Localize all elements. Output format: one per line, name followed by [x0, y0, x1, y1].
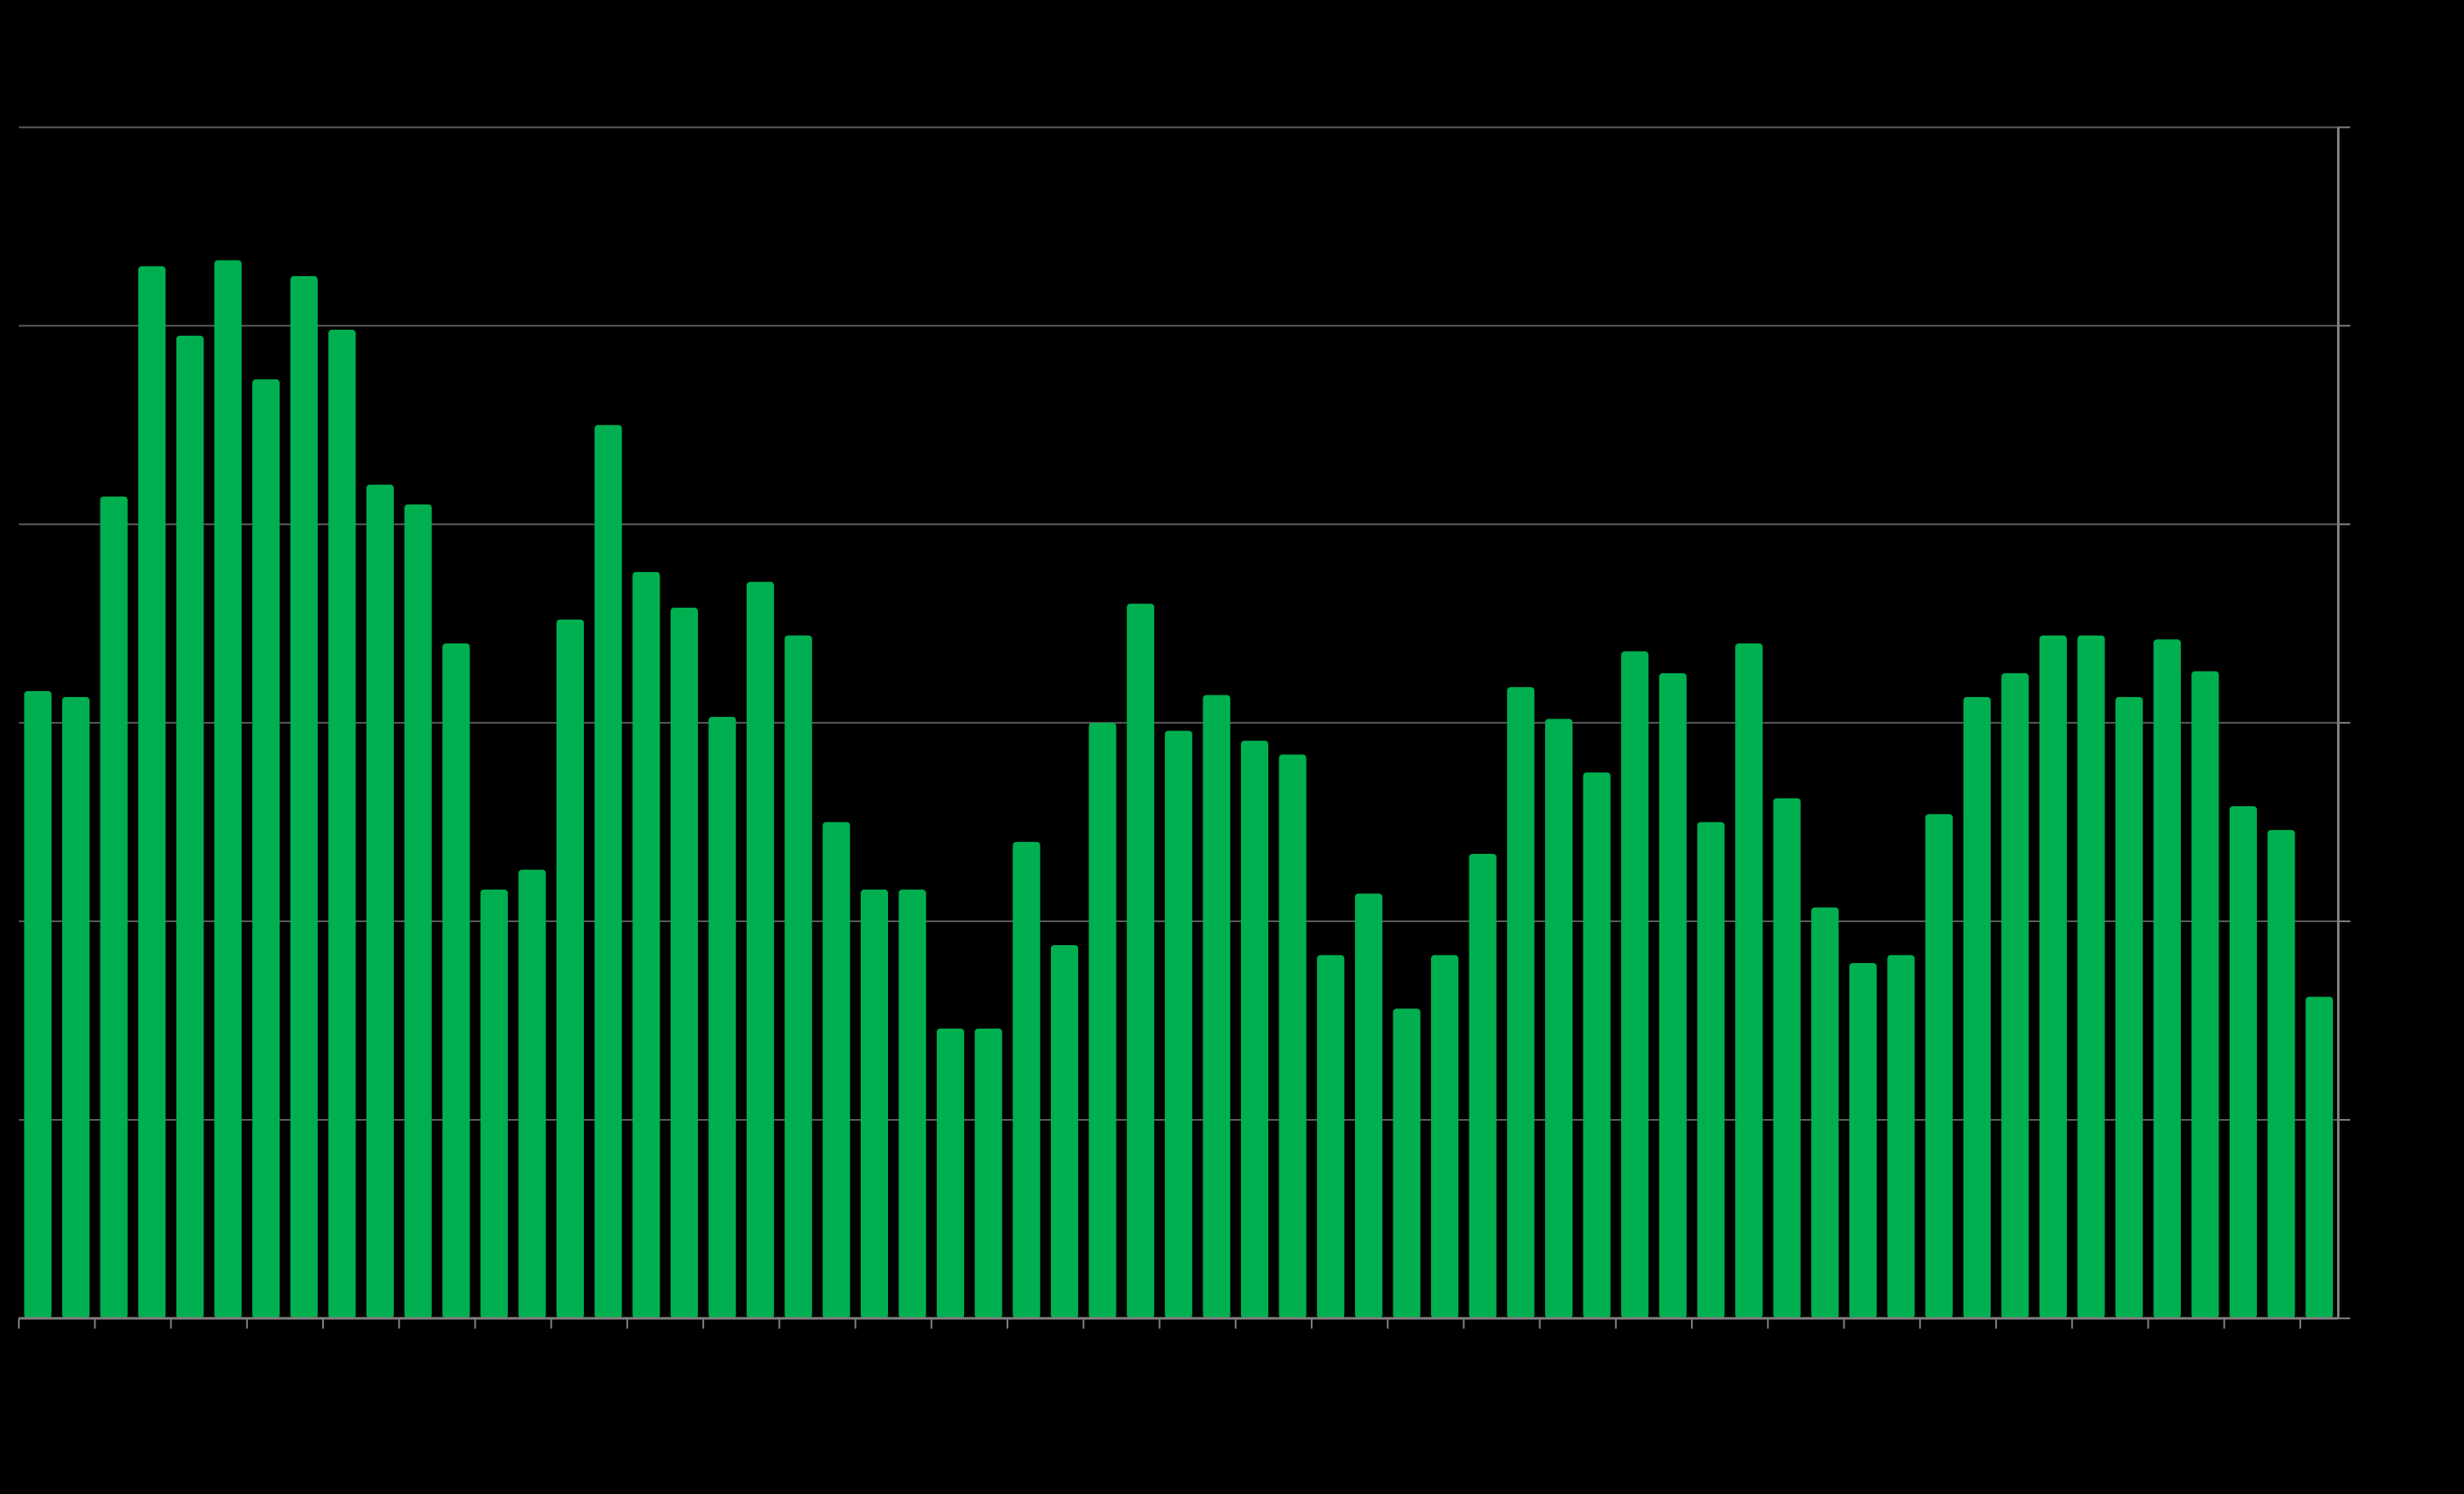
bar	[366, 484, 395, 1318]
bar	[937, 1028, 965, 1318]
bar	[252, 379, 280, 1318]
bar	[1240, 741, 1269, 1318]
bar	[1203, 695, 1231, 1318]
bar	[24, 690, 52, 1318]
bar	[747, 581, 775, 1318]
bar	[1963, 696, 1991, 1318]
bar	[1050, 945, 1079, 1318]
bar	[2077, 635, 2105, 1318]
bar	[974, 1028, 1002, 1318]
bar	[1659, 672, 1687, 1318]
bar	[2191, 671, 2219, 1318]
bar	[1278, 754, 1307, 1318]
bar	[404, 504, 432, 1318]
bar	[1317, 955, 1345, 1318]
bar	[1925, 814, 1953, 1318]
bar	[822, 822, 851, 1318]
bar	[2039, 635, 2067, 1318]
bar	[1013, 841, 1041, 1318]
bar	[2267, 829, 2295, 1318]
bar	[784, 635, 812, 1318]
bar	[138, 266, 166, 1318]
bar	[1544, 718, 1573, 1318]
bar	[1354, 893, 1382, 1318]
bar	[214, 260, 242, 1318]
bar	[2305, 996, 2334, 1318]
bar	[290, 276, 318, 1318]
bar	[61, 696, 90, 1318]
bar	[1811, 907, 1839, 1318]
bar	[1507, 687, 1535, 1318]
bar	[594, 424, 622, 1318]
bar	[100, 496, 128, 1318]
bar	[1127, 603, 1155, 1318]
bar	[1088, 723, 1117, 1318]
bar	[480, 889, 508, 1318]
bar	[1393, 1008, 1421, 1318]
bar	[1697, 822, 1725, 1318]
bar	[1734, 643, 1763, 1318]
bar	[632, 572, 661, 1318]
bar	[1164, 730, 1192, 1318]
bar	[1583, 772, 1611, 1318]
bar	[1431, 955, 1459, 1318]
bar	[2229, 805, 2258, 1318]
bar	[1773, 798, 1801, 1318]
bar	[556, 620, 585, 1318]
bar	[1621, 651, 1649, 1318]
bar	[1887, 955, 1915, 1318]
bar	[328, 329, 356, 1318]
bar	[2001, 672, 2029, 1318]
bar	[442, 643, 470, 1318]
bar	[708, 717, 736, 1318]
bar	[1469, 853, 1497, 1318]
bar	[670, 608, 698, 1318]
bar	[898, 889, 926, 1318]
bar	[2153, 639, 2181, 1318]
bar	[860, 889, 888, 1318]
bar	[2115, 696, 2144, 1318]
bar	[176, 335, 204, 1318]
bar	[1849, 962, 1877, 1318]
bar	[518, 869, 546, 1318]
